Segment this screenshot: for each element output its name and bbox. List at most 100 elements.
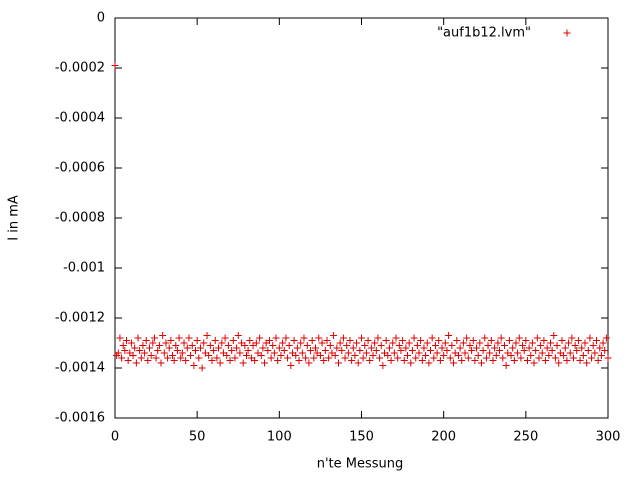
data-point (224, 342, 232, 349)
data-point (261, 359, 269, 367)
data-point (121, 347, 129, 354)
data-point (343, 342, 351, 349)
data-point (285, 342, 293, 349)
y-tick-label: -0.0002 (55, 61, 105, 76)
data-point (196, 344, 204, 352)
data-point (354, 359, 362, 367)
data-point (545, 352, 553, 359)
data-point (228, 347, 236, 354)
data-point (497, 334, 505, 342)
data-point (269, 342, 277, 349)
data-point (372, 347, 380, 354)
data-point (136, 347, 144, 354)
data-point (566, 349, 574, 357)
data-point (310, 354, 318, 362)
data-point (147, 352, 155, 359)
data-point (200, 339, 208, 347)
data-point (578, 344, 586, 352)
data-point (423, 339, 431, 347)
data-point (553, 342, 561, 349)
data-point (515, 334, 523, 342)
data-point (223, 352, 231, 359)
legend-label: "auf1b12.lvm" (437, 26, 531, 41)
data-point (484, 342, 492, 349)
data-point (522, 337, 530, 344)
data-point (233, 344, 241, 352)
data-point (576, 357, 584, 364)
x-tick-label: 250 (513, 430, 538, 445)
data-point (154, 347, 162, 354)
data-point (358, 334, 365, 342)
data-point (165, 344, 173, 352)
data-point (591, 349, 599, 357)
data-point (492, 352, 500, 359)
data-point (111, 62, 119, 69)
data-point (500, 342, 508, 349)
data-point (195, 354, 203, 362)
data-point (256, 334, 264, 342)
data-point (499, 354, 507, 362)
data-point (523, 357, 531, 364)
data-point (509, 344, 517, 352)
data-point (379, 362, 387, 369)
data-point (159, 332, 167, 339)
data-point (208, 357, 216, 364)
y-tick-label: -0.0008 (55, 211, 105, 226)
data-point (356, 347, 364, 354)
data-point (436, 357, 444, 364)
y-tick-label: -0.0004 (55, 111, 105, 126)
data-point (221, 334, 229, 342)
data-point (448, 342, 456, 349)
data-point (399, 337, 407, 344)
data-point (517, 354, 525, 362)
data-point (431, 342, 439, 349)
data-point (137, 354, 145, 362)
data-point (466, 342, 474, 349)
x-tick-label: 300 (596, 430, 621, 445)
y-tick-label: -0.0012 (55, 311, 105, 326)
data-point (464, 354, 472, 362)
data-point (205, 352, 213, 359)
data-point (408, 347, 416, 354)
data-point (435, 337, 443, 344)
data-point (371, 339, 379, 347)
data-point (602, 334, 610, 342)
data-point (410, 334, 418, 342)
data-point (542, 357, 550, 364)
data-point (573, 347, 581, 354)
data-point (369, 352, 377, 359)
data-point (563, 357, 571, 364)
data-point (344, 349, 352, 357)
data-point (229, 337, 237, 344)
data-point (346, 337, 354, 344)
data-point (525, 344, 533, 352)
data-point (244, 347, 252, 354)
data-point (389, 339, 397, 347)
data-point (469, 337, 477, 344)
data-point (384, 352, 392, 359)
data-point (298, 349, 306, 357)
data-point (543, 344, 551, 352)
data-point (558, 337, 566, 344)
data-point (239, 359, 247, 367)
data-point (193, 337, 201, 344)
data-point (402, 344, 410, 352)
data-point (486, 349, 494, 357)
data-point (361, 342, 369, 349)
data-point (390, 349, 398, 357)
data-point (604, 354, 612, 362)
data-point (287, 362, 295, 369)
data-point (315, 334, 323, 342)
data-point (246, 337, 254, 344)
data-point (382, 337, 390, 344)
x-tick-label: 200 (431, 430, 456, 445)
data-point (422, 352, 430, 359)
data-point (494, 339, 502, 347)
y-axis-label: I in mA (7, 195, 22, 241)
data-point (446, 354, 454, 362)
data-point (146, 344, 154, 352)
data-point (374, 334, 382, 342)
data-point (538, 349, 546, 357)
